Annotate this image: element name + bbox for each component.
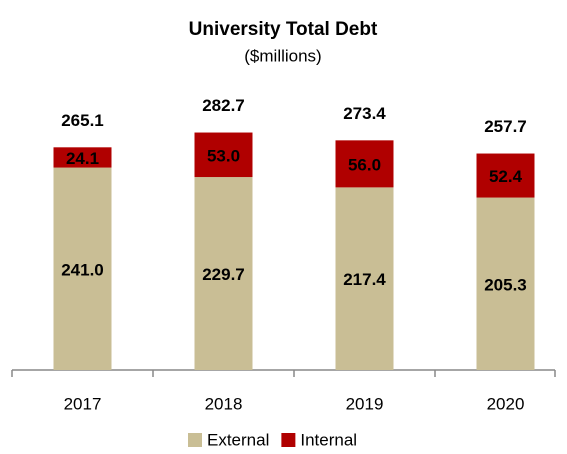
x-tick-label: 2017	[64, 394, 102, 413]
bar-segment	[194, 132, 253, 178]
bar-segment	[476, 197, 535, 370]
legend-swatch	[188, 433, 202, 447]
value-label: 241.0	[61, 260, 104, 279]
bar-segment	[335, 187, 394, 370]
legend-swatch	[281, 433, 296, 447]
total-label: 265.1	[61, 111, 104, 130]
chart-title: University Total Debt	[189, 19, 378, 40]
value-label: 205.3	[484, 275, 527, 294]
total-label: 273.4	[343, 104, 386, 123]
x-tick-label: 2019	[346, 394, 384, 413]
x-tick-label: 2018	[205, 394, 243, 413]
x-tick-label: 2020	[487, 394, 525, 413]
value-label: 56.0	[348, 155, 381, 174]
bar-segment	[53, 147, 112, 168]
bar-segment	[335, 140, 394, 188]
bar-segment	[53, 167, 112, 370]
value-label: 52.4	[489, 167, 523, 186]
total-label: 282.7	[202, 96, 245, 115]
value-label: 24.1	[66, 149, 99, 168]
legend-label: External	[207, 430, 269, 449]
legend-label: Internal	[300, 430, 357, 449]
bar-segment	[476, 153, 535, 198]
bar-segment	[194, 177, 253, 370]
value-label: 217.4	[343, 270, 386, 289]
chart-subtitle: ($millions)	[244, 46, 321, 65]
value-label: 53.0	[207, 146, 240, 165]
total-label: 257.7	[484, 117, 527, 136]
value-label: 229.7	[202, 265, 245, 284]
